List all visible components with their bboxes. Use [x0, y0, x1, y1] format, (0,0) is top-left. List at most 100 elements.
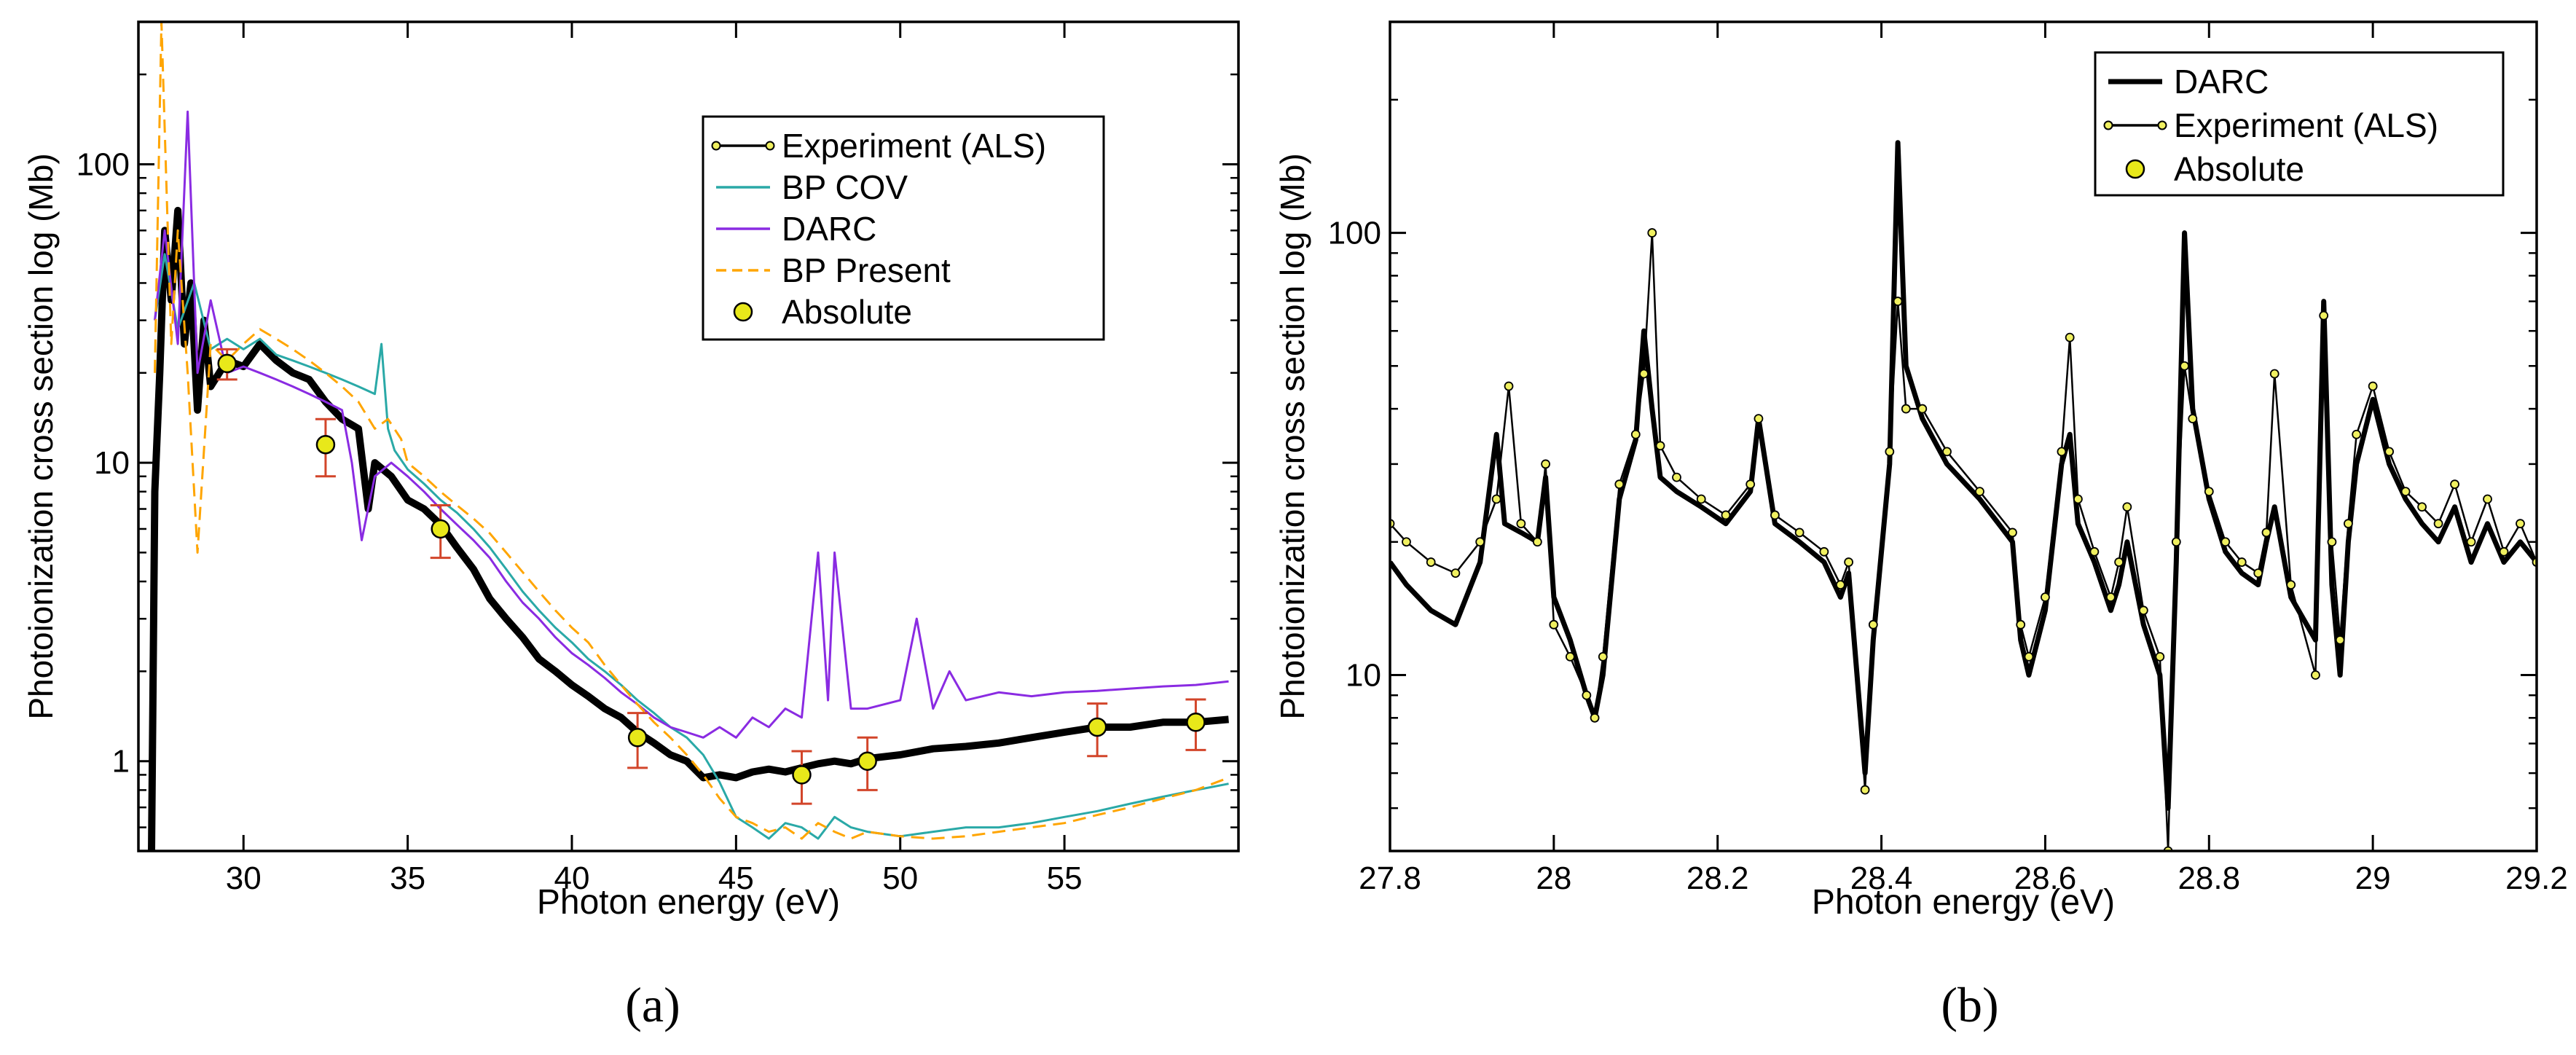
experiment-point — [2384, 447, 2395, 457]
experiment-point — [2344, 519, 2353, 529]
experiment-point — [2417, 502, 2427, 512]
x-tick-label: 28.4 — [1850, 860, 1913, 896]
x-tick-label: 28.6 — [2014, 860, 2077, 896]
legend-label: DARC — [782, 210, 876, 248]
x-tick-label: 28.2 — [1686, 860, 1749, 896]
experiment-point — [2450, 479, 2459, 490]
experiment-point — [1504, 381, 1514, 391]
experiment-point — [2237, 557, 2247, 567]
panel-b-chart: 27.8 28 28.2 28.4 28.6 28.8 29 29.2 10 100 Photon … — [1273, 20, 2568, 922]
experiment-point — [1893, 297, 1903, 306]
experiment-point — [1402, 537, 1411, 547]
experiment-point — [1754, 414, 1764, 424]
absolute-point — [1087, 717, 1107, 737]
legend-label: BP COV — [782, 168, 908, 206]
experiment-point — [1565, 651, 1575, 662]
experiment-point — [1516, 519, 1526, 529]
x-tick-label: 50 — [882, 860, 918, 896]
experiment-point — [2180, 361, 2189, 371]
experiment-point — [2368, 381, 2378, 391]
absolute-point — [1186, 713, 1206, 732]
plot-area — [148, 22, 1230, 851]
experiment-point — [1541, 459, 1551, 469]
experiment-point — [2171, 537, 2181, 547]
experiment-point — [2057, 447, 2067, 457]
absolute-point — [217, 353, 237, 374]
x-tick-label: 35 — [390, 860, 425, 896]
experiment-point — [1582, 690, 1592, 700]
legend-label: BP Present — [782, 251, 951, 289]
y-tick-label: 1 — [112, 744, 130, 780]
experiment-point — [2286, 580, 2296, 590]
legend-label: Absolute — [2174, 150, 2304, 188]
experiment-point — [2008, 528, 2017, 538]
x-axis-label: Photon energy (eV) — [537, 883, 840, 922]
experiment-point — [2327, 537, 2337, 547]
experiment-point — [1630, 429, 1641, 439]
panel-b-caption: (b) — [1941, 977, 1998, 1032]
panel-a-chart: 30 35 40 45 50 55 1 10 100 Photon energy (eV) Phot… — [22, 20, 1240, 922]
absolute-point — [315, 434, 336, 455]
x-tick-label: 29.2 — [2505, 860, 2568, 896]
experiment-point — [2335, 635, 2345, 645]
experiment-point — [1647, 228, 1657, 238]
experiment-point — [1770, 510, 1780, 520]
experiment-point — [2204, 487, 2214, 497]
experiment-point — [1794, 528, 1805, 538]
legend-swatch-marker — [765, 141, 775, 151]
experiment-point — [1426, 557, 1436, 567]
legend-label: DARC — [2174, 63, 2269, 101]
experiment-point — [2311, 670, 2320, 680]
x-tick-label: 28.8 — [2178, 860, 2240, 896]
experiment-point — [2516, 519, 2525, 529]
experiment-point — [2466, 537, 2476, 547]
panel-a-caption: (a) — [625, 977, 680, 1032]
experiment-point — [2073, 494, 2083, 504]
legend-label: Absolute — [782, 293, 912, 331]
series-line-darc — [154, 110, 1229, 739]
experiment-point — [1975, 487, 1984, 497]
experiment-point — [1917, 404, 1928, 414]
series-line-bp-cov — [154, 253, 1229, 840]
experiment-point — [1672, 472, 1681, 482]
legend-swatch-marker — [2125, 159, 2145, 179]
plot-frame — [1389, 20, 2538, 852]
experiment-point — [1614, 479, 1625, 490]
experiment-point — [1746, 479, 1756, 490]
experiment-point — [2114, 557, 2124, 567]
experiment-point — [1844, 557, 1854, 567]
experiment-point — [1868, 619, 1878, 630]
experiment-point — [1549, 619, 1559, 630]
experiment-point — [1819, 546, 1829, 557]
x-tick-label: 40 — [554, 860, 590, 896]
experiment-point — [1835, 580, 1845, 590]
x-axis-label: Photon energy (eV) — [1812, 883, 2115, 922]
plot-area — [1390, 140, 2537, 851]
experiment-point — [2122, 502, 2132, 512]
y-tick-label: 10 — [1346, 657, 1381, 693]
experiment-point — [2065, 332, 2075, 342]
experiment-point — [2261, 528, 2271, 538]
experiment-point — [2041, 592, 2050, 603]
experiment-point — [2483, 494, 2492, 504]
experiment-point — [1696, 494, 1706, 504]
legend-swatch-marker — [733, 302, 753, 322]
absolute-point — [431, 519, 450, 539]
experiment-point — [2155, 651, 2165, 662]
legend-label: Experiment (ALS) — [2174, 106, 2438, 144]
series-line-experiment-als- — [148, 206, 1229, 851]
plot-frame — [137, 20, 1240, 852]
y-tick-label: 100 — [76, 146, 130, 182]
legend-label: Experiment (ALS) — [782, 127, 1046, 165]
x-tick-label: 27.8 — [1359, 860, 1421, 896]
series-line-experiment-als- — [1390, 232, 2537, 851]
legend-swatch-marker — [2103, 120, 2113, 130]
experiment-point — [1901, 404, 1911, 414]
experiment-point — [2089, 546, 2100, 557]
legend-swatch-marker — [711, 141, 721, 151]
experiment-point — [2433, 519, 2443, 529]
experiment-point — [1532, 537, 1542, 547]
experiment-point — [1475, 537, 1485, 547]
experiment-point — [1860, 785, 1870, 795]
